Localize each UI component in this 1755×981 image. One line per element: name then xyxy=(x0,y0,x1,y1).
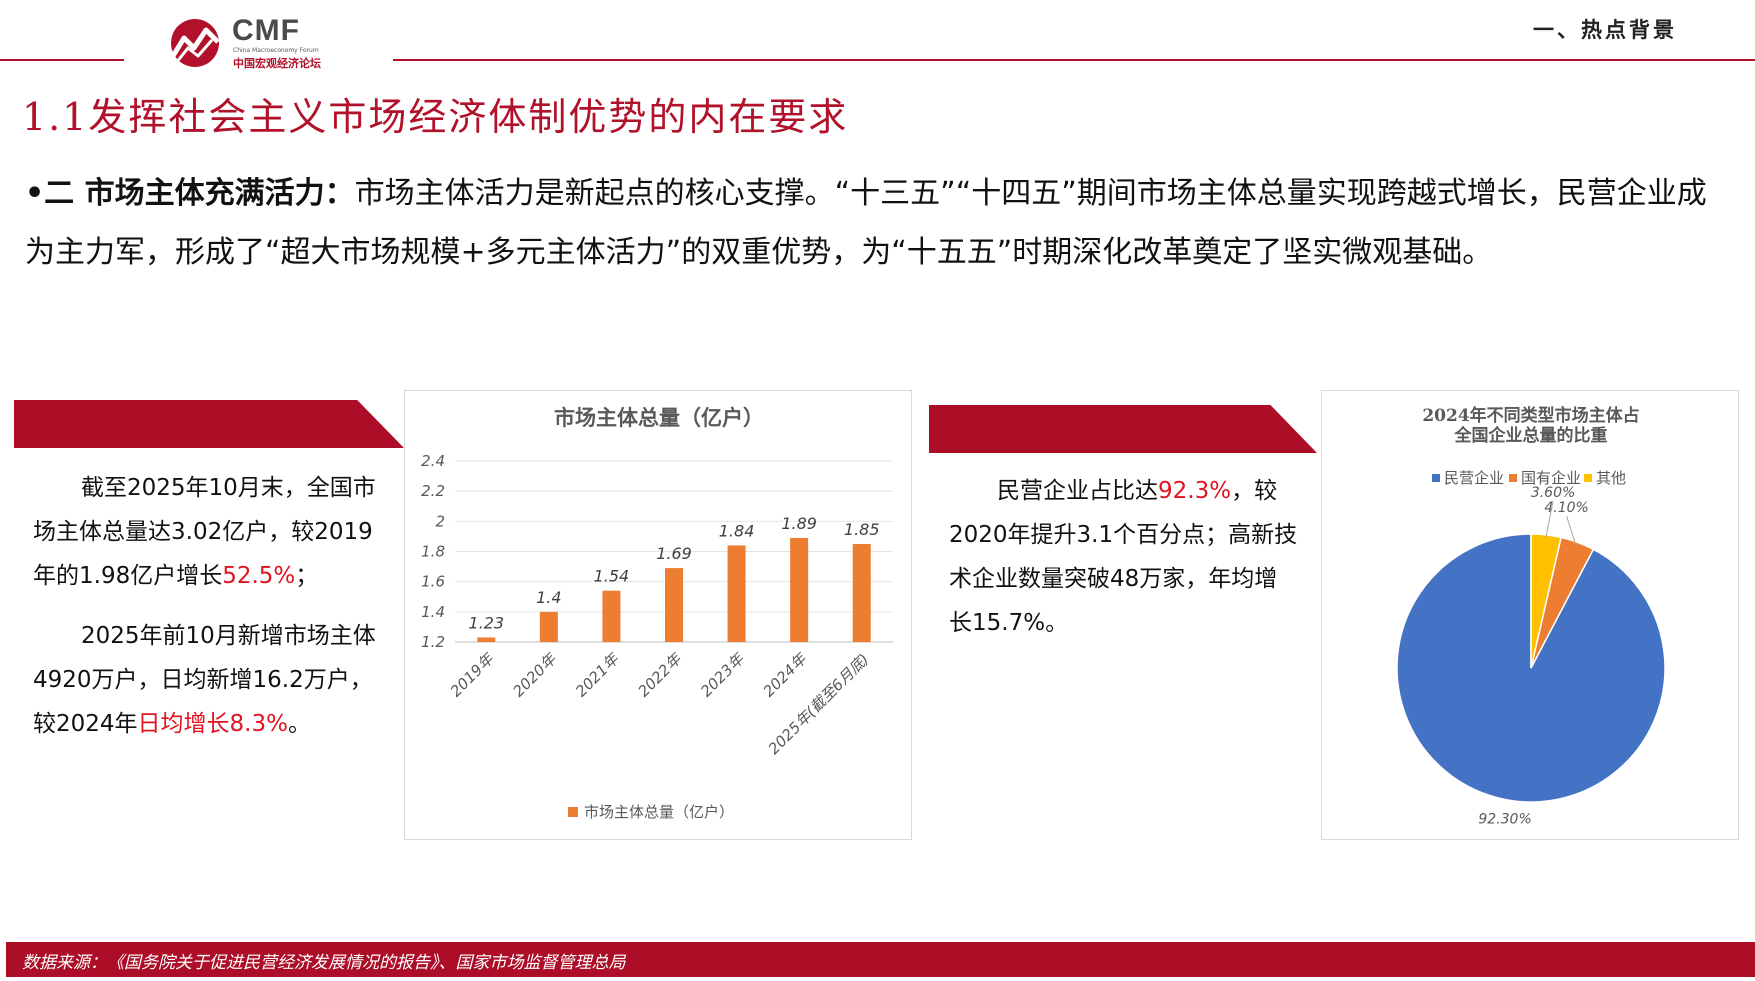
bar-chart: 市场主体总量（亿户） 2.4 2.2 2 1.8 1.6 1.4 1.2 1.23 2019年 1.… xyxy=(421,405,893,821)
y-tick-label: 2.4 xyxy=(421,452,445,470)
bar xyxy=(539,611,558,642)
x-tick-label: 2023年 xyxy=(697,649,749,701)
legend-swatch xyxy=(1432,474,1440,482)
logo-english-name: China Macroeconomy Forum xyxy=(233,47,319,54)
legend-swatch xyxy=(1584,474,1592,482)
left-banner xyxy=(14,400,404,448)
legend-label: 民营企业 xyxy=(1444,469,1504,487)
logo-chinese-name: 中国宏观经济论坛 xyxy=(233,57,321,70)
right-banner xyxy=(929,405,1317,453)
left-note-paragraph-1: 截至2025年10月末，全国市场主体总量达3.02亿户，较2019年的1.98亿… xyxy=(33,466,395,598)
x-tick-label: 2019年 xyxy=(447,649,499,701)
y-tick-label: 1.4 xyxy=(421,603,445,621)
legend-label: 其他 xyxy=(1596,469,1626,487)
y-tick-label: 1.6 xyxy=(421,573,445,591)
bar-chart-panel: 市场主体总量（亿户） 2.4 2.2 2 1.8 1.6 1.4 1.2 1.23 2019年 1.… xyxy=(404,390,912,840)
bar-data-label: 1.23 xyxy=(468,613,504,632)
left-note-p1-text: 截至2025年10月末，全国市场主体总量达3.02亿户，较2019年的1.98亿… xyxy=(33,475,376,589)
right-note-highlight: 92.3% xyxy=(1158,478,1232,504)
bar xyxy=(477,637,496,642)
left-note-p1-suffix: ； xyxy=(295,563,319,589)
header-rule-right xyxy=(393,59,1755,61)
bar xyxy=(852,543,871,642)
bar-data-label: 1.89 xyxy=(781,514,817,533)
right-note-text: 民营企业占比达 xyxy=(997,478,1158,504)
right-note-paragraph: 民营企业占比达92.3%，较2020年提升3.1个百分点；高新技术企业数量突破4… xyxy=(949,469,1299,645)
bar xyxy=(602,590,621,642)
footer-bar: 数据来源：《国务院关于促进民营经济发展情况的报告》、国家市场监督管理总局 xyxy=(6,942,1755,977)
data-source: 数据来源：《国务院关于促进民营经济发展情况的报告》、国家市场监督管理总局 xyxy=(22,953,626,973)
pie-chart-title-line-2: 全国企业总量的比重 xyxy=(1454,425,1608,446)
bar-data-label: 1.54 xyxy=(594,567,630,586)
y-tick-label: 2.2 xyxy=(421,482,445,500)
x-tick-label: 2021年 xyxy=(572,649,624,701)
intro-paragraph: •二 市场主体充满活力：市场主体活力是新起点的核心支撑。“十三五”“十四五”期间… xyxy=(25,164,1725,282)
pie-data-label: 4.10% xyxy=(1544,500,1588,516)
left-note: 截至2025年10月末，全国市场主体总量达3.02亿户，较2019年的1.98亿… xyxy=(33,466,395,746)
bar-data-label: 1.4 xyxy=(536,588,561,607)
right-note-suffix: ，较2020年提升3.1个百分点；高新技术企业数量突破48万家，年均增长15.7… xyxy=(949,478,1298,636)
y-tick-label: 1.2 xyxy=(421,633,445,651)
bar-data-label: 1.85 xyxy=(844,520,880,539)
logo-text: CMF xyxy=(232,14,300,47)
page-title: 1.1发挥社会主义市场经济体制优势的内在要求 xyxy=(22,95,849,139)
bar xyxy=(727,545,746,642)
legend-label: 国有企业 xyxy=(1521,469,1581,487)
bar-chart-title: 市场主体总量（亿户） xyxy=(554,405,764,430)
bar xyxy=(790,537,809,642)
y-tick-label: 1.8 xyxy=(421,543,445,561)
cmf-logo-icon xyxy=(170,19,220,67)
left-note-p2-text: 2025年前10月新增市场主体4920万户，日均新增16.2万户，较2024年 xyxy=(33,623,376,737)
right-note: 民营企业占比达92.3%，较2020年提升3.1个百分点；高新技术企业数量突破4… xyxy=(949,469,1299,645)
x-tick-label: 2022年 xyxy=(634,649,686,701)
x-tick-label: 2024年 xyxy=(760,649,812,701)
left-note-p2-suffix: 。 xyxy=(287,711,311,737)
bar xyxy=(665,568,683,642)
left-note-p1-highlight: 52.5% xyxy=(222,563,296,589)
intro-lead: •二 市场主体充满活力： xyxy=(25,176,355,211)
pie-data-label: 3.60% xyxy=(1531,485,1575,501)
y-tick-label: 2 xyxy=(435,512,445,530)
bar-data-label: 1.69 xyxy=(656,544,692,563)
legend-swatch xyxy=(1509,474,1517,482)
left-note-p2-highlight: 日均增长8.3% xyxy=(137,711,288,737)
left-note-paragraph-2: 2025年前10月新增市场主体4920万户，日均新增16.2万户，较2024年日… xyxy=(33,614,395,746)
pie-chart-title-line-1: 2024年不同类型市场主体占 xyxy=(1422,405,1639,426)
cmf-logo: CMF China Macroeconomy Forum 中国宏观经济论坛 xyxy=(168,14,358,70)
pie-chart-panel: 2024年不同类型市场主体占 全国企业总量的比重民营企业 国有企业 其他 92.30% 4… xyxy=(1321,390,1739,840)
pie-data-label: 92.30% xyxy=(1478,812,1531,828)
legend-swatch xyxy=(568,807,578,817)
x-tick-label: 2020年 xyxy=(509,649,561,701)
pie-leader-line xyxy=(1545,500,1554,539)
section-tag: 一、热点背景 xyxy=(1533,18,1677,42)
legend-label: 市场主体总量（亿户） xyxy=(584,803,734,821)
pie-leader-line xyxy=(1566,515,1577,547)
intro-body: 市场主体活力是新起点的核心支撑。“十三五”“十四五”期间市场主体总量实现跨越式增… xyxy=(25,176,1707,270)
bar-data-label: 1.84 xyxy=(719,521,755,540)
header-rule-left xyxy=(0,59,124,61)
